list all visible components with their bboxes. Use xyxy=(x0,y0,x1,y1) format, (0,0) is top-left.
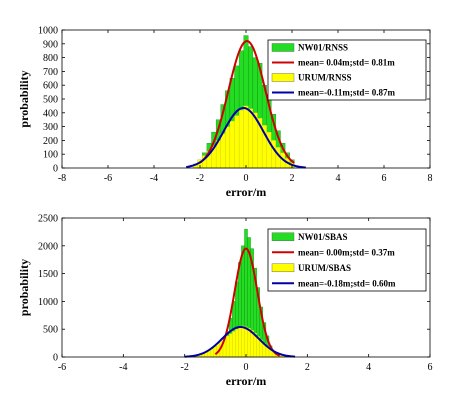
fit-curve-urum xyxy=(186,106,306,169)
x-tick-label: -4 xyxy=(150,173,158,184)
chart-sbas: -6 -4 -2 0 2 4 6 0 500 1000 1500 2000 2500 error/m pro… xyxy=(17,214,433,389)
histogram-bar xyxy=(229,120,235,169)
y-tick-label: 100 xyxy=(43,150,58,161)
legend-label: URUM/SBAS xyxy=(298,263,351,273)
histogram-bar xyxy=(228,333,233,358)
y-tick-label: 800 xyxy=(43,53,58,64)
x-tick-label: -8 xyxy=(58,173,66,184)
histogram-bar xyxy=(225,126,231,169)
histogram-bar xyxy=(238,326,242,358)
y-tick-label: 0 xyxy=(53,353,58,364)
x-tick-label: 2 xyxy=(305,362,310,373)
legend-swatch xyxy=(271,263,295,272)
legend-box xyxy=(267,39,427,101)
histogram-bar xyxy=(220,133,226,169)
x-tick-label: -4 xyxy=(119,362,127,373)
legend-label: mean=-0.11m;std= 0.87m xyxy=(298,88,396,98)
y-tick-label: 500 xyxy=(43,325,58,336)
legend-label: mean= 0.00m;std= 0.37m xyxy=(298,247,395,257)
y-tick-label: 600 xyxy=(43,81,58,92)
legend: NW01/SBAS mean= 0.00m;std= 0.37m URUM/SBAS… xyxy=(267,228,427,292)
histogram-bar xyxy=(243,105,249,169)
y-tick-label: 1000 xyxy=(38,26,58,37)
y-tick-label: 200 xyxy=(43,136,58,147)
histogram-bar xyxy=(210,348,214,358)
x-tick-label: 0 xyxy=(244,173,249,184)
chart-rnss: -8 -6 -4 -2 0 2 4 6 8 0 100 200 300 400 500 600 700 800 90… xyxy=(17,26,433,200)
legend-label: mean= 0.04m;std= 0.81m xyxy=(298,58,395,68)
legend-swatch xyxy=(271,232,295,241)
legend-label: URUM/RNSS xyxy=(298,73,352,83)
histogram-bar xyxy=(244,326,248,358)
x-tick-label: -6 xyxy=(104,173,112,184)
y-axis-label: probability xyxy=(17,259,31,316)
x-tick-label: -2 xyxy=(196,173,204,184)
legend-swatch xyxy=(271,43,295,52)
histogram-bar xyxy=(225,335,230,358)
histogram-urum xyxy=(192,325,291,358)
legend-label: mean=-0.18m;std= 0.60m xyxy=(298,278,396,288)
legend-swatch xyxy=(271,73,295,82)
x-tick-label: 6 xyxy=(428,362,433,373)
histogram-bar xyxy=(248,108,254,169)
x-tick-label: 2 xyxy=(290,173,295,184)
y-tick-label: 500 xyxy=(43,95,58,106)
legend: NW01/RNSS mean= 0.04m;std= 0.81m URUM/RNSS… xyxy=(267,39,427,101)
x-axis-label: error/m xyxy=(226,185,266,199)
histogram-bar xyxy=(241,325,245,358)
y-tick-label: 1000 xyxy=(38,297,58,308)
x-tick-label: -2 xyxy=(180,362,188,373)
y-axis-label: probability xyxy=(17,70,31,127)
x-tick-label: 6 xyxy=(382,173,387,184)
histogram-bar xyxy=(238,109,244,169)
histogram-bar xyxy=(232,331,236,358)
y-tick-label: 1500 xyxy=(38,269,58,280)
y-tick-label: 2000 xyxy=(38,241,58,252)
legend-box xyxy=(267,228,427,292)
x-axis-label: error/m xyxy=(226,374,266,388)
y-tick-label: 900 xyxy=(43,39,58,50)
legend-label: NW01/RNSS xyxy=(298,43,348,53)
y-tick-label: 2500 xyxy=(38,214,58,225)
histogram-urum xyxy=(192,105,295,169)
y-tick-label: 0 xyxy=(53,164,58,175)
legend-label: NW01/SBAS xyxy=(298,232,348,242)
x-tick-label: 4 xyxy=(336,173,341,184)
histogram-bar xyxy=(234,115,240,169)
fit-curve-urum xyxy=(184,325,296,358)
y-tick-label: 700 xyxy=(43,67,58,78)
x-tick-label: -6 xyxy=(58,362,66,373)
y-tick-label: 300 xyxy=(43,122,58,133)
x-tick-label: 8 xyxy=(428,173,433,184)
y-tick-label: 400 xyxy=(43,108,58,119)
histogram-bar xyxy=(247,327,251,358)
x-tick-label: 0 xyxy=(244,362,249,373)
histogram-bar xyxy=(213,346,218,358)
fit-curve-nw01 xyxy=(199,40,295,164)
histogram-bar xyxy=(235,329,239,358)
x-tick-label: 4 xyxy=(366,362,371,373)
